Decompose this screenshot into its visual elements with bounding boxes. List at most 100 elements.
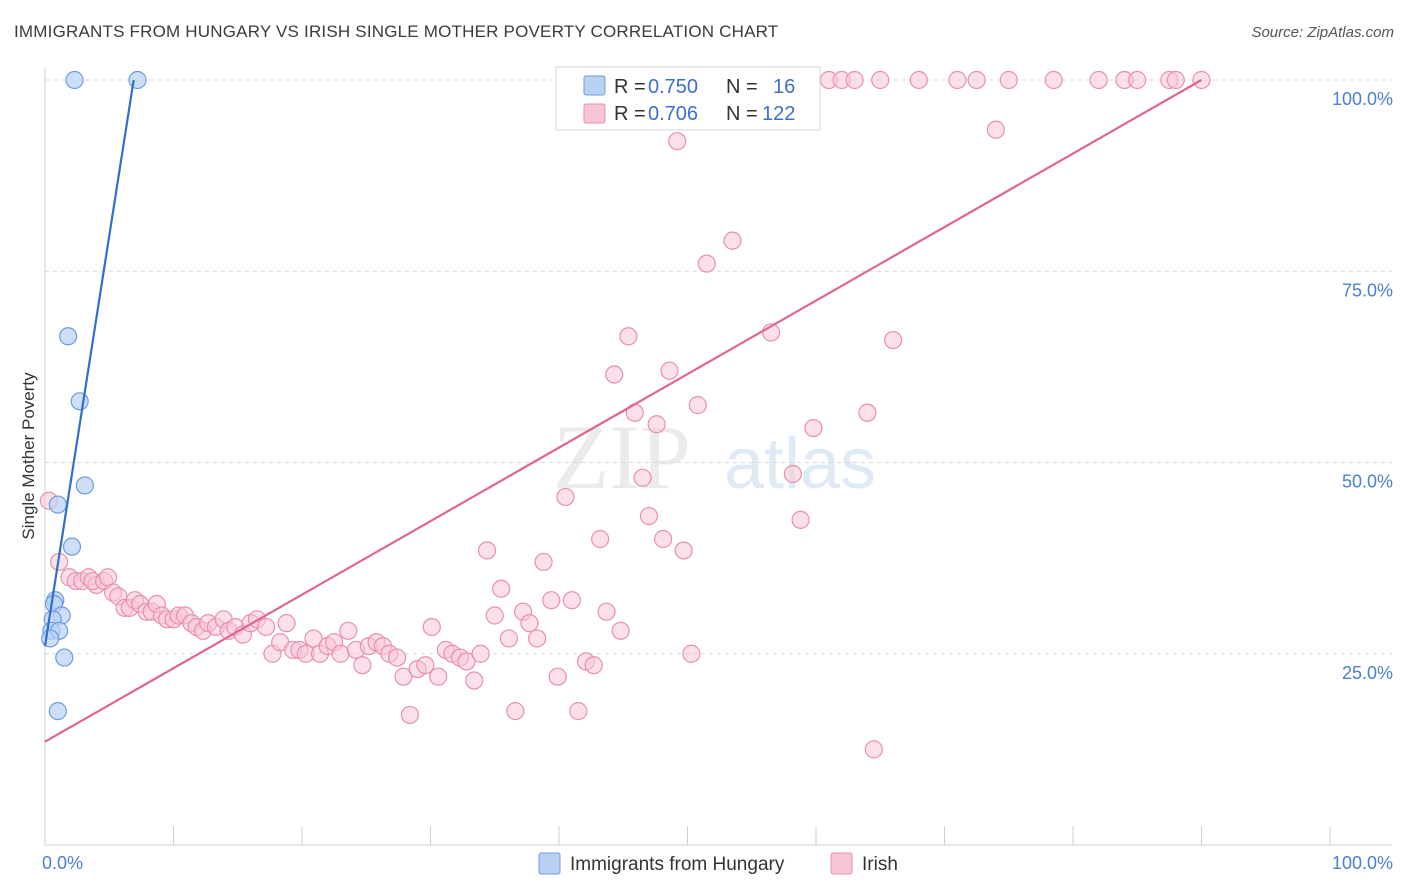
y-axis-label: Single Mother Poverty: [19, 372, 38, 540]
legend-n-label-hungary: N =: [726, 76, 758, 98]
correlation-legend: R = 0.750 N = 16 R = 0.706 N = 122: [555, 66, 821, 131]
legend-n-value-hungary: 16: [773, 76, 795, 98]
irish-point-121: [986, 120, 1006, 139]
irish-point-123: [1044, 70, 1063, 90]
hungary-point-5: [48, 495, 67, 514]
watermark-zip: ZIP: [553, 406, 691, 508]
irish-point-122: [999, 70, 1018, 90]
legend-n-value-irish: 122: [762, 103, 795, 125]
irish-point-86: [611, 621, 630, 640]
irish-point-118: [909, 70, 928, 90]
irish-point-108: [783, 464, 802, 484]
x-tick-label-0: 0.0%: [42, 853, 83, 873]
irish-point-59: [422, 617, 441, 637]
irish-point-119: [948, 70, 967, 90]
irish-point-47: [339, 621, 358, 640]
irish-point-73: [520, 614, 539, 633]
irish-point-9: [98, 568, 118, 587]
irish-point-67: [477, 541, 497, 560]
irish-point-91: [647, 415, 666, 434]
hungary-point-4: [75, 476, 94, 495]
gridlines: [45, 79, 1392, 655]
chart-title: IMMIGRANTS FROM HUNGARY VS IRISH SINGLE …: [14, 22, 779, 41]
hungary-point-0: [65, 70, 84, 90]
irish-trend-line: [44, 79, 1203, 743]
irish-point-35: [256, 617, 276, 637]
irish-point-120: [967, 70, 986, 90]
irish-point-74: [528, 629, 547, 648]
hungary-point-3: [70, 392, 89, 411]
irish-point-92: [653, 529, 673, 549]
irish-point-65: [465, 671, 484, 690]
irish-point-97: [688, 396, 707, 415]
legend-r-value-hungary: 0.750: [648, 76, 698, 98]
legend-swatch-irish: [583, 103, 606, 124]
irish-point-66: [471, 644, 490, 663]
irish-point-80: [569, 702, 588, 721]
irish-point-124: [1089, 70, 1108, 90]
irish-point-113: [845, 70, 864, 90]
hungary-point-1: [128, 70, 147, 90]
series-legend: Immigrants from Hungary Irish: [538, 852, 898, 875]
bottom-legend-label-hungary: Immigrants from Hungary: [570, 854, 785, 875]
bottom-legend-swatch-hungary: [538, 852, 561, 875]
irish-point-114: [858, 403, 877, 422]
y-tick-label-1: 50.0%: [1342, 472, 1393, 492]
irish-point-70: [499, 629, 518, 648]
irish-point-79: [562, 591, 581, 610]
irish-point-77: [548, 667, 567, 686]
x-tick-label-1: 100.0%: [1332, 853, 1393, 873]
legend-n-label-irish: N =: [726, 103, 758, 125]
legend-swatch-hungary: [583, 75, 606, 96]
irish-point-42: [304, 629, 323, 648]
hungary-point-14: [55, 648, 74, 667]
y-tick-label-3: 100.0%: [1332, 89, 1393, 109]
irish-point-115: [871, 70, 890, 90]
irish-point-54: [387, 648, 407, 667]
bottom-legend-swatch-irish: [830, 852, 853, 875]
irish-point-94: [668, 132, 687, 151]
hungary-trend-line: [43, 79, 135, 647]
irish-point-78: [556, 487, 575, 507]
irish-point-64: [457, 652, 476, 671]
legend-r-label-irish: R =: [614, 103, 646, 125]
irish-point-109: [791, 510, 810, 529]
y-tick-label-0: 25.0%: [1342, 663, 1393, 683]
irish-point-69: [492, 579, 511, 598]
hungary-point-6: [62, 537, 82, 556]
irish-point-49: [353, 656, 372, 675]
irish-point-116: [883, 331, 903, 350]
hungary-points: [41, 70, 147, 721]
irish-point-71: [506, 702, 525, 721]
y-tick-label-2: 75.0%: [1342, 280, 1393, 300]
irish-point-117: [864, 740, 883, 759]
irish-point-46: [331, 644, 350, 663]
trend-lines: [43, 79, 1203, 743]
irish-point-56: [400, 705, 420, 725]
axes: [44, 68, 1392, 846]
irish-point-110: [804, 418, 823, 438]
irish-point-128: [1166, 70, 1185, 90]
irish-point-60: [429, 667, 448, 686]
irish-point-93: [660, 361, 679, 380]
irish-point-96: [682, 644, 701, 663]
irish-point-104: [697, 254, 716, 273]
source-credit: Source: ZipAtlas.com: [1251, 24, 1394, 41]
irish-point-84: [597, 602, 616, 621]
irish-point-58: [416, 656, 435, 675]
hungary-point-15: [48, 702, 67, 721]
legend-r-value-irish: 0.706: [648, 103, 698, 125]
irish-point-85: [605, 365, 624, 384]
irish-point-75: [534, 552, 553, 572]
hungary-point-2: [59, 327, 78, 346]
bottom-legend-label-irish: Irish: [862, 854, 898, 875]
irish-point-87: [619, 327, 638, 346]
irish-point-90: [639, 506, 659, 526]
irish-point-105: [723, 231, 742, 250]
irish-point-68: [485, 606, 504, 625]
irish-point-76: [542, 591, 561, 610]
irish-point-38: [277, 614, 296, 633]
watermark-atlas: atlas: [724, 424, 876, 504]
tick-labels: 25.0% 50.0% 75.0% 100.0% 0.0% 100.0%: [42, 89, 1393, 873]
